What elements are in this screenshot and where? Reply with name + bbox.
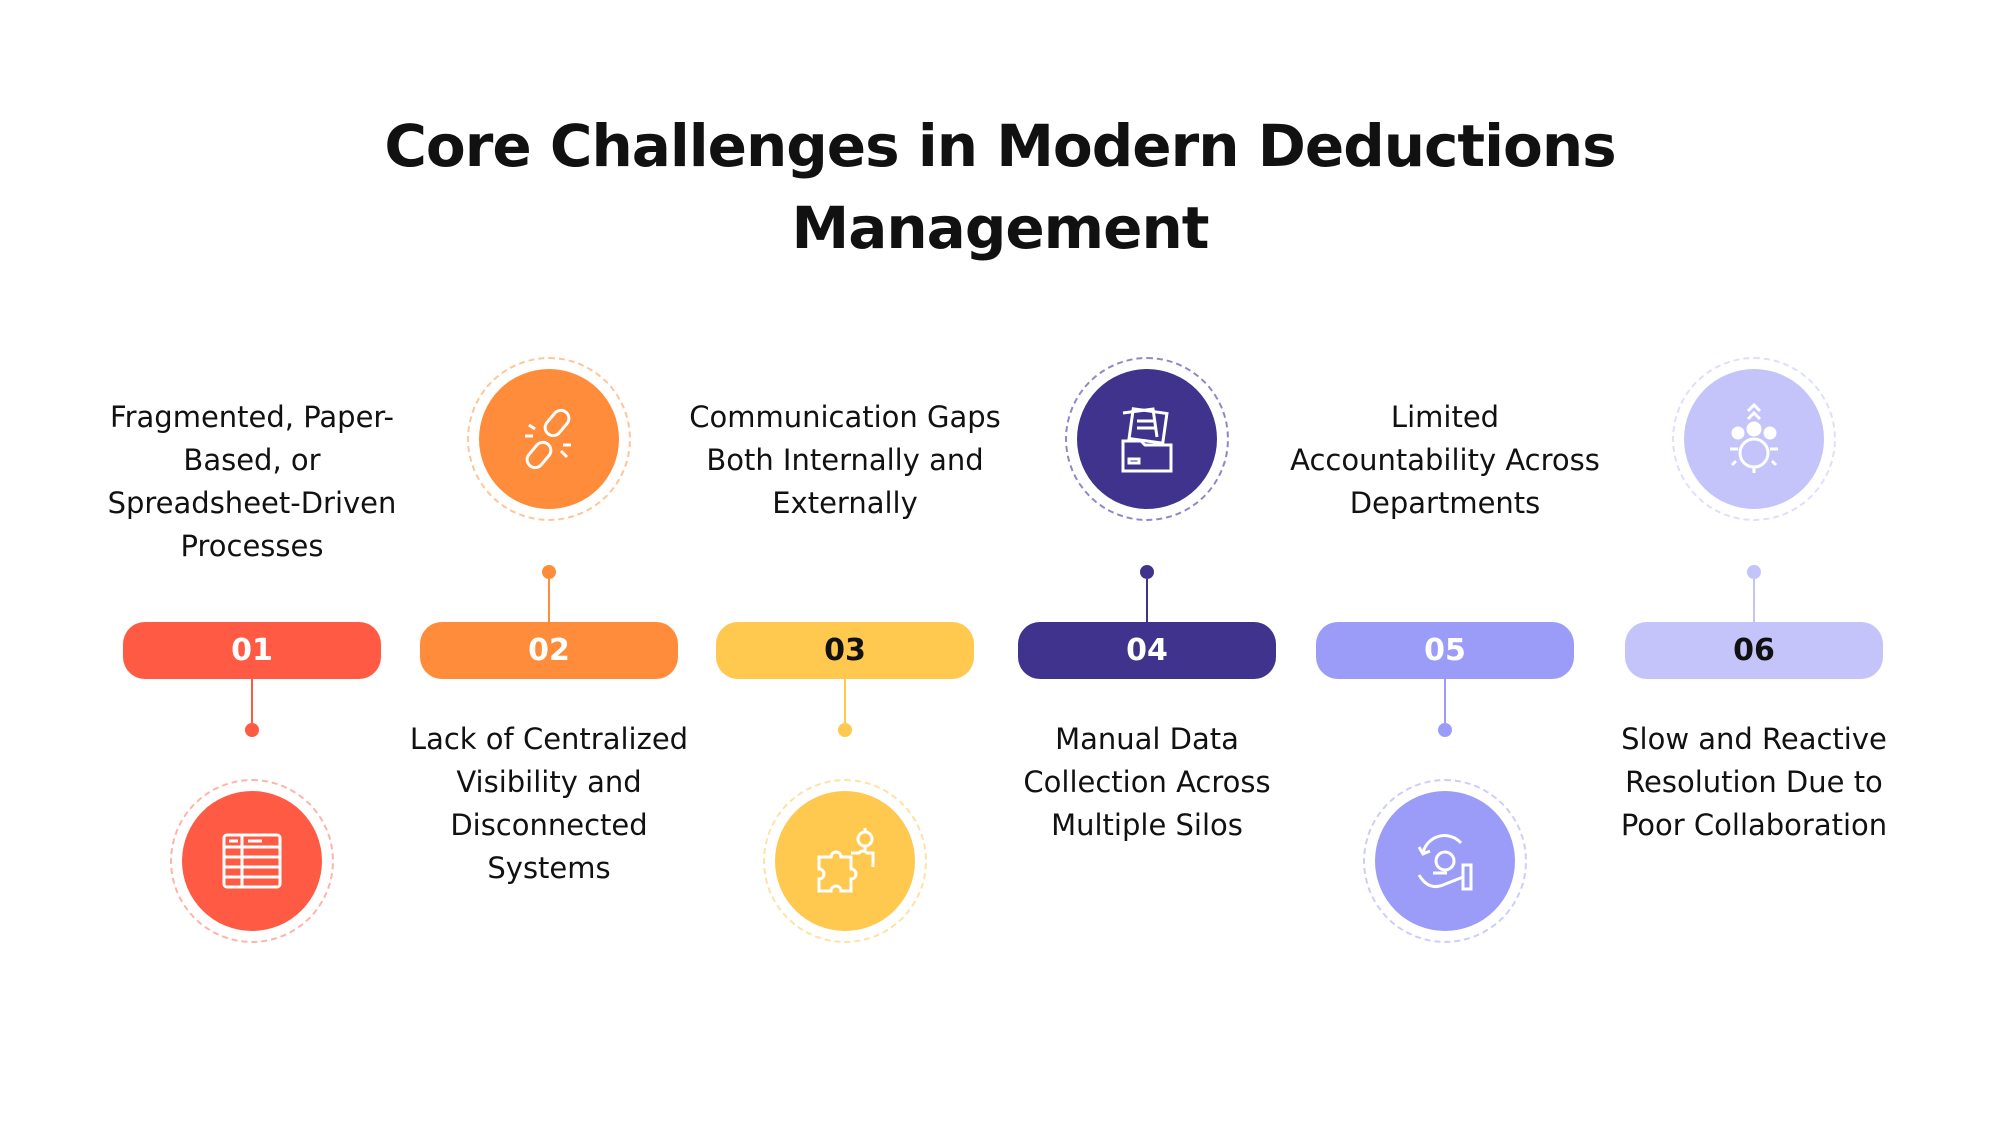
step-02: 02 Lack of Centralized Visibility and Di…	[399, 0, 699, 1125]
connector-line	[1146, 579, 1148, 622]
hand-gear-cycle-icon	[1375, 791, 1515, 931]
connector-dot	[1438, 723, 1452, 737]
connector-dot	[542, 565, 556, 579]
connector-line	[251, 679, 253, 723]
team-gear-icon	[1684, 369, 1824, 509]
title-line-1: Core Challenges in Modern Deductions	[384, 112, 1616, 180]
connector-line	[548, 579, 550, 622]
step-03: Communication Gaps Both Internally and E…	[689, 0, 1001, 1125]
step-text: Manual Data Collection Across Multiple S…	[1023, 722, 1271, 842]
step-text: Limited Accountability Across Department…	[1290, 400, 1600, 520]
connector-line	[1444, 679, 1446, 723]
broken-link-icon	[479, 369, 619, 509]
step-text: Slow and Reactive Resolution Due to Poor…	[1620, 722, 1888, 842]
step-text: Communication Gaps Both Internally and E…	[689, 400, 1001, 520]
connector-dot	[838, 723, 852, 737]
connector-dot	[245, 723, 259, 737]
step-number-pill: 06	[1625, 622, 1883, 679]
step-number-pill: 05	[1316, 622, 1574, 679]
step-01: Fragmented, Paper-Based, or Spreadsheet-…	[102, 0, 402, 1125]
connector-dot	[1140, 565, 1154, 579]
folder-documents-icon	[1077, 369, 1217, 509]
step-05: Limited Accountability Across Department…	[1290, 0, 1600, 1125]
spreadsheet-icon	[182, 791, 322, 931]
icon-ring	[763, 779, 927, 943]
step-number-pill: 03	[716, 622, 974, 679]
step-text: Fragmented, Paper-Based, or Spreadsheet-…	[107, 400, 397, 563]
step-06: 06 Slow and Reactive Resolution Due to P…	[1604, 0, 1904, 1125]
connector-dot	[1747, 565, 1761, 579]
icon-ring	[1065, 357, 1229, 521]
icon-ring	[1672, 357, 1836, 521]
title-line-2: Management	[791, 194, 1210, 262]
icon-ring	[1363, 779, 1527, 943]
icon-ring	[170, 779, 334, 943]
connector-line	[1753, 579, 1755, 622]
page-title: Core Challenges in Modern Deductions Man…	[0, 105, 2000, 269]
step-number-pill: 04	[1018, 622, 1276, 679]
step-number-pill: 01	[123, 622, 381, 679]
connector-line	[844, 679, 846, 723]
puzzle-icon	[775, 791, 915, 931]
step-04: 04 Manual Data Collection Across Multipl…	[997, 0, 1297, 1125]
step-number-pill: 02	[420, 622, 678, 679]
icon-ring	[467, 357, 631, 521]
step-text: Lack of Centralized Visibility and Disco…	[409, 722, 689, 885]
